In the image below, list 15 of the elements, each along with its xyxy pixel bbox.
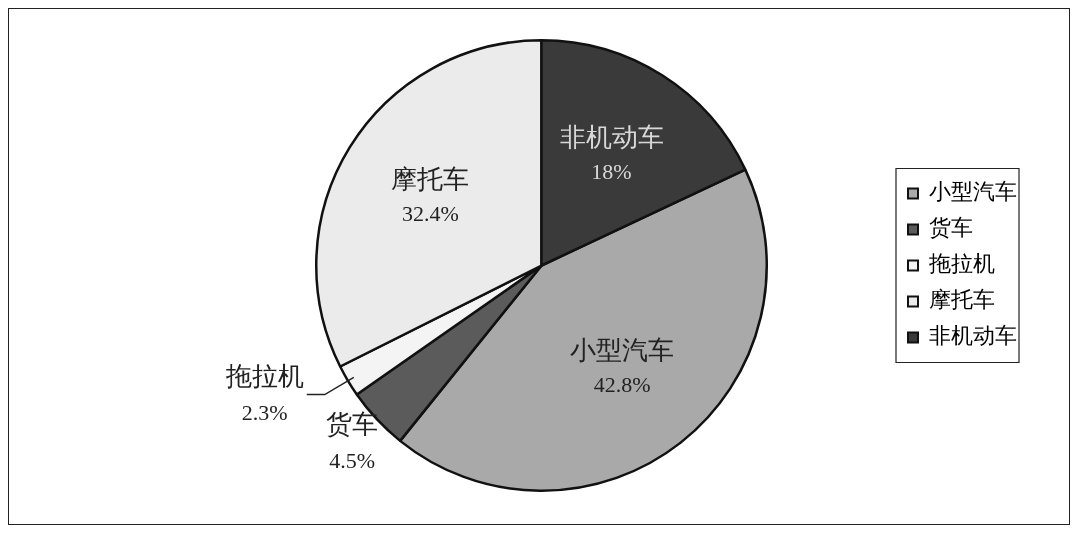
slice-label: 货车 [326, 410, 379, 440]
legend-label: 小型汽车 [929, 179, 1017, 205]
data-label: 2.3% [241, 400, 288, 426]
data-label: 18% [591, 158, 632, 184]
legend-label: 拖拉机 [928, 251, 995, 277]
data-label: 32.4% [401, 200, 459, 226]
legend-label: 货车 [929, 215, 973, 241]
data-label: 42.8% [593, 372, 651, 398]
data-label: 4.5% [329, 448, 376, 474]
slice-label: 小型汽车 [570, 336, 675, 366]
slice-label: 非机动车 [559, 123, 664, 153]
legend-label: 摩托车 [929, 287, 995, 313]
legend-label: 非机动车 [929, 323, 1017, 349]
slice-label: 摩托车 [391, 164, 470, 194]
slice-label: 拖拉机 [224, 362, 304, 392]
